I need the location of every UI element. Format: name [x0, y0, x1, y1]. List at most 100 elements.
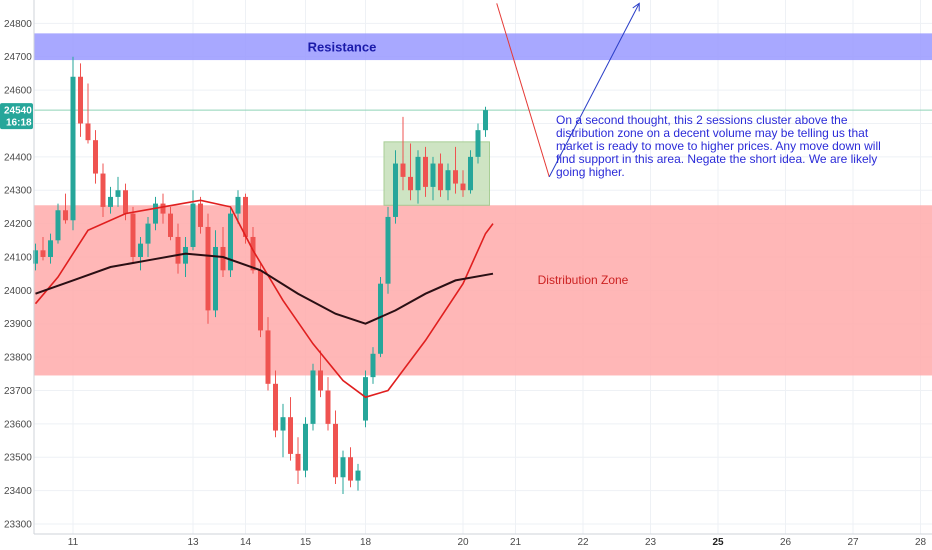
- candle-body: [198, 203, 203, 227]
- y-tick-label: 24800: [4, 19, 32, 30]
- y-tick-label: 23400: [4, 486, 32, 497]
- candle-body: [243, 196, 248, 237]
- candle-body: [475, 130, 481, 157]
- candle-body: [70, 76, 76, 221]
- x-tick-label: 21: [510, 537, 522, 548]
- candle-body: [333, 423, 338, 478]
- candle-body: [483, 110, 488, 131]
- candle-body: [363, 377, 368, 421]
- candle-body: [460, 183, 466, 191]
- candle-body: [453, 170, 458, 184]
- candle-body: [108, 196, 113, 207]
- candle-body: [85, 123, 91, 141]
- candle-body: [340, 457, 346, 478]
- x-tick-label: 13: [187, 537, 199, 548]
- candle-body: [385, 216, 391, 284]
- candle-body: [468, 156, 473, 191]
- x-tick-label: 14: [240, 537, 252, 548]
- resistance-zone: [34, 33, 932, 61]
- candle-body: [228, 213, 233, 271]
- candle-body: [168, 213, 173, 237]
- x-tick-label: 15: [300, 537, 312, 548]
- candle-body: [378, 283, 383, 354]
- candle-body: [160, 203, 166, 214]
- candle-body: [205, 226, 211, 311]
- x-tick-label: 11: [68, 537, 79, 548]
- candle-body: [100, 173, 106, 207]
- candle-body: [430, 163, 436, 187]
- candle-body: [115, 190, 121, 197]
- candle-body: [183, 246, 188, 264]
- candle-body: [318, 370, 323, 391]
- y-tick-label: 24000: [4, 286, 32, 297]
- y-tick-label: 23700: [4, 386, 32, 397]
- candle-body: [438, 163, 443, 191]
- projection-arrowhead: [632, 2, 640, 12]
- candle-body: [78, 76, 83, 124]
- y-tick-label: 23500: [4, 453, 32, 464]
- x-tick-label: 25: [712, 537, 724, 548]
- y-tick-label: 23800: [4, 353, 32, 364]
- candlestick-series: [33, 56, 488, 494]
- x-tick-label: 18: [360, 537, 372, 548]
- fast-moving-average-line: [34, 199, 494, 399]
- candle-body: [235, 196, 241, 214]
- candle-body: [310, 370, 316, 424]
- candle-body: [415, 156, 421, 191]
- candle-body: [370, 353, 376, 378]
- x-tick-label: 23: [645, 537, 657, 548]
- y-tick-label: 24100: [4, 252, 32, 263]
- candle-body: [295, 453, 301, 471]
- distribution-zone-label: Distribution Zone: [538, 273, 629, 287]
- resistance-label: Resistance: [308, 40, 377, 55]
- projection-down-line: [496, 3, 550, 178]
- candle-body: [55, 210, 61, 241]
- candle-body: [130, 213, 136, 257]
- last-price-badge: [0, 103, 33, 130]
- candle-body: [348, 457, 353, 481]
- slow-moving-average-line: [35, 252, 494, 325]
- y-tick-label: 24600: [4, 86, 32, 97]
- candle-body: [93, 140, 98, 174]
- candle-body: [273, 383, 278, 431]
- candle-body: [40, 250, 46, 257]
- candle-body: [325, 390, 331, 424]
- candle-body: [145, 223, 151, 244]
- candle-body: [213, 246, 218, 311]
- y-tick-label: 24200: [4, 219, 32, 230]
- candle-body: [280, 417, 286, 431]
- projection-lines: [496, 2, 640, 178]
- candle-body: [48, 240, 53, 257]
- candle-body: [445, 170, 451, 191]
- candle-body: [220, 246, 226, 271]
- candle-body: [153, 203, 158, 224]
- candle-body: [408, 176, 413, 191]
- chart-zones: Resistance Distribution Zone: [34, 33, 932, 376]
- candle-body: [175, 236, 181, 264]
- x-tick-label: 28: [915, 537, 927, 548]
- y-tick-label: 23900: [4, 319, 32, 330]
- candle-body: [265, 330, 271, 384]
- candle-body: [123, 190, 128, 214]
- projection-up-line: [548, 3, 640, 178]
- x-tick-label: 27: [847, 537, 859, 548]
- x-tick-label: 22: [577, 537, 589, 548]
- candle-body: [303, 423, 308, 471]
- candle-body: [393, 163, 398, 217]
- analysis-annotation: On a second thought, this 2 sessions clu…: [556, 113, 881, 179]
- distribution-zone: [34, 205, 932, 376]
- y-tick-label: 24400: [4, 152, 32, 163]
- candle-body: [400, 163, 406, 177]
- x-tick-label: 26: [780, 537, 792, 548]
- cluster-box: [383, 141, 490, 206]
- last-price-value: 24540: [4, 106, 32, 117]
- bar-countdown-timer: 16:18: [6, 118, 32, 129]
- candle-body: [190, 203, 196, 247]
- y-tick-label: 24700: [4, 52, 32, 63]
- y-tick-label: 23600: [4, 419, 32, 430]
- candle-body: [355, 470, 361, 481]
- candle-body: [250, 236, 256, 271]
- y-tick-label: 23300: [4, 519, 32, 530]
